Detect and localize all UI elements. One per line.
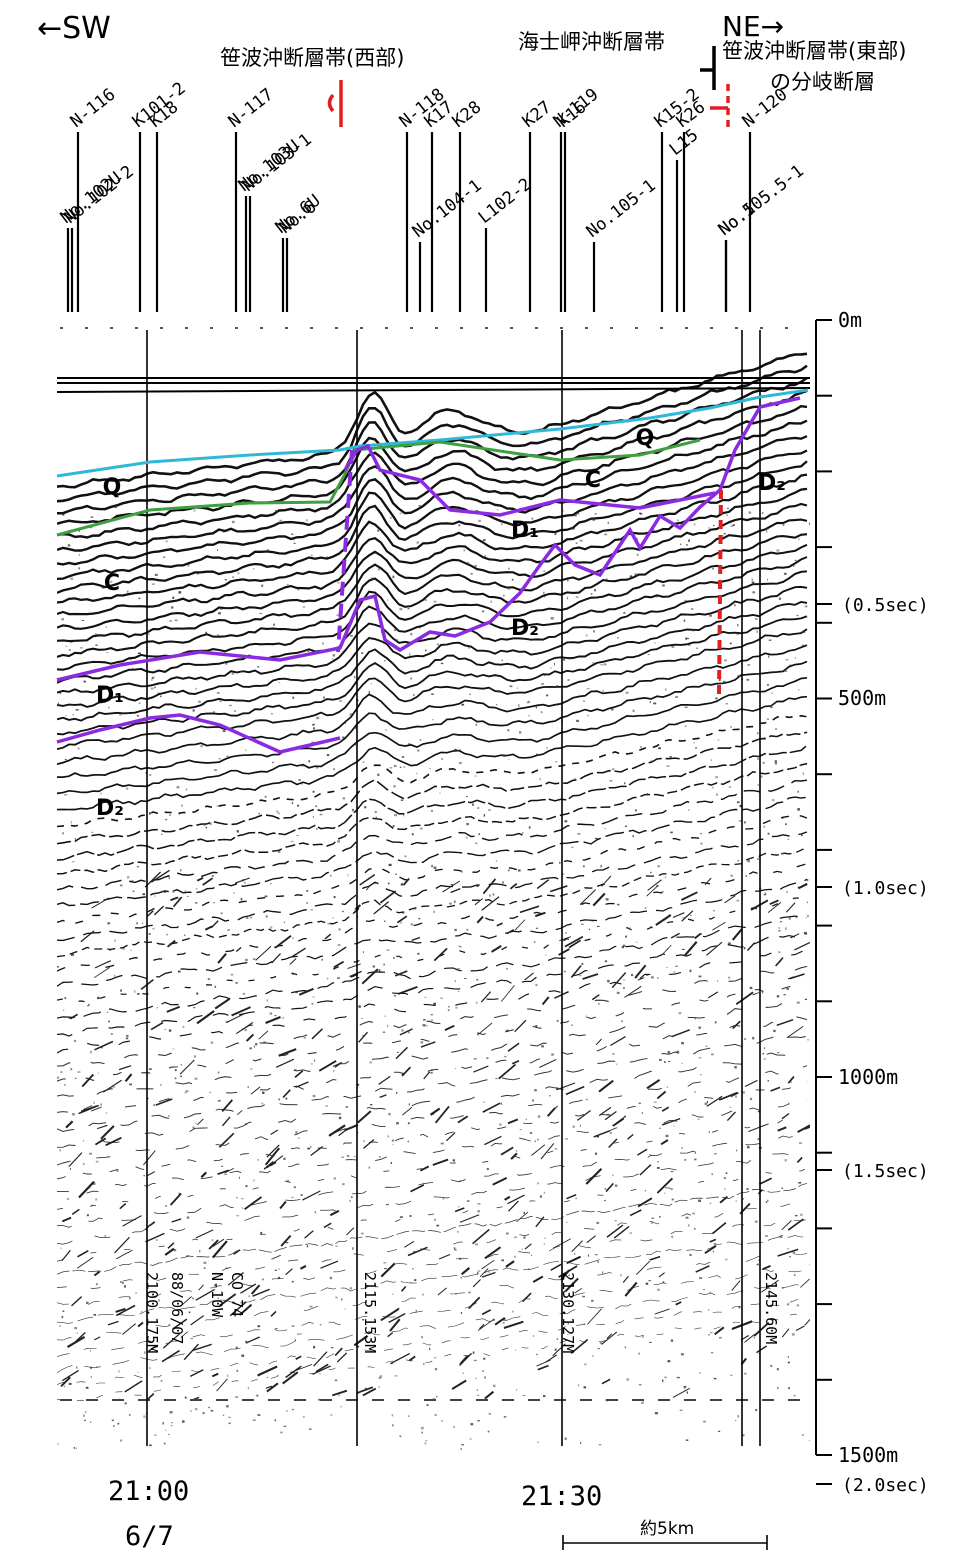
unit-label: Q bbox=[103, 475, 122, 500]
scale-bar-label: 約5km bbox=[640, 1519, 694, 1539]
station-label: N-120 bbox=[739, 85, 792, 132]
unit-label: D₂ bbox=[758, 471, 786, 496]
station-label: K27 bbox=[519, 97, 556, 132]
station-label: L102-2 bbox=[475, 174, 536, 228]
unit-label: C bbox=[585, 468, 601, 493]
unit-label: D₁ bbox=[511, 518, 539, 543]
station-label: No.102-2 bbox=[61, 162, 138, 228]
depth-label: (2.0sec) bbox=[842, 1475, 929, 1496]
fault-label-west: 笹波沖断層帯(西部) bbox=[220, 46, 404, 70]
date-label: 6/7 bbox=[125, 1521, 174, 1552]
fault-label-east-line1: 笹波沖断層帯(東部) bbox=[722, 39, 906, 63]
direction-sw-label: ←SW bbox=[37, 11, 111, 46]
station-label: No.105-1 bbox=[583, 176, 660, 242]
depth-label: 500m bbox=[838, 686, 886, 710]
time-label-2130: 21:30 bbox=[521, 1481, 602, 1512]
station-label: N-117 bbox=[225, 85, 278, 132]
depth-label: 1000m bbox=[838, 1065, 898, 1089]
unit-label: D₂ bbox=[511, 616, 539, 641]
record-annotation: N-10W bbox=[208, 1272, 226, 1318]
record-annotation: 2130.127M bbox=[559, 1272, 577, 1353]
depth-label: 0m bbox=[838, 308, 862, 332]
depth-label: (0.5sec) bbox=[842, 595, 929, 616]
fault-label-east-line2: の分岐断層 bbox=[770, 70, 875, 94]
fault-label-kaishi: 海士岬沖断層帯 bbox=[518, 30, 665, 54]
station-label: K28 bbox=[449, 97, 486, 132]
depth-ticks bbox=[816, 320, 832, 1484]
fault-symbol-east bbox=[710, 84, 728, 132]
record-annotation: CO 74 bbox=[228, 1272, 246, 1317]
depth-label: (1.5sec) bbox=[842, 1161, 929, 1182]
station-label: No.103-1 bbox=[239, 130, 316, 196]
depth-label: 1500m bbox=[838, 1443, 898, 1467]
time-label-2100: 21:00 bbox=[108, 1476, 189, 1507]
unit-label: D₁ bbox=[96, 683, 124, 708]
unit-label: Q bbox=[636, 426, 655, 451]
station-label: N-116 bbox=[67, 85, 120, 132]
record-annotation: 2100.175M bbox=[143, 1272, 161, 1353]
record-annotation: 2145.60M bbox=[762, 1272, 780, 1344]
depth-label: (1.0sec) bbox=[842, 878, 929, 899]
fault-symbol-west bbox=[330, 80, 342, 127]
unit-label: D₂ bbox=[96, 796, 124, 821]
fault-symbol-kaishi bbox=[700, 46, 714, 90]
record-annotation: 2115.153M bbox=[361, 1272, 379, 1353]
record-annotation: 88/06/07 bbox=[168, 1272, 186, 1344]
depth-labels: 0m (0.5sec) 500m (1.0sec) 1000m (1.5sec) 1500m… bbox=[838, 308, 929, 1496]
unit-label: C bbox=[104, 571, 120, 596]
station-label: No.104-1 bbox=[409, 176, 486, 242]
